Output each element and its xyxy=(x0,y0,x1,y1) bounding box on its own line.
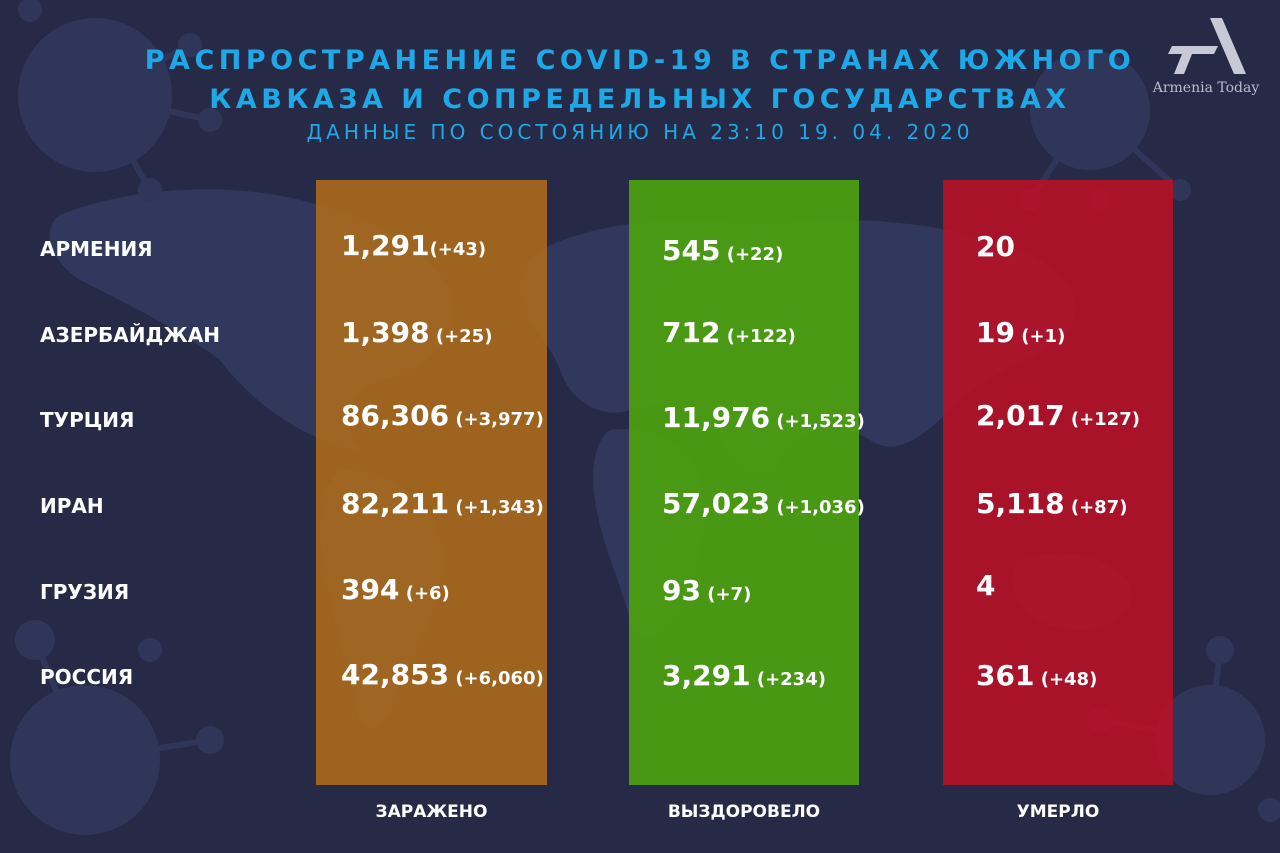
infected-cell: 1,398 (+25) xyxy=(341,316,493,349)
recovered-cell: 545 (+22) xyxy=(662,234,784,267)
country-label: РОССИЯ xyxy=(40,665,134,689)
infected-column-label: ЗАРАЖЕНО xyxy=(375,802,488,822)
died-cell: 19 (+1) xyxy=(976,316,1066,349)
infected-cell: 394 (+6) xyxy=(341,573,450,606)
died-cell: 20 xyxy=(976,230,1015,263)
infected-cell: 1,291(+43) xyxy=(341,229,487,262)
died-column-label: УМЕРЛО xyxy=(1016,802,1100,822)
infected-column xyxy=(316,180,547,785)
recovered-cell: 93 (+7) xyxy=(662,574,752,607)
subtitle-date: ДАННЫЕ ПО СОСТОЯНИЮ НА 23:10 19. 04. 202… xyxy=(306,120,974,144)
died-cell: 4 xyxy=(976,569,996,602)
recovered-column xyxy=(629,180,859,785)
country-label: ИРАН xyxy=(40,494,104,518)
title-line-1: РАСПРОСТРАНЕНИЕ COVID-19 В СТРАНАХ ЮЖНОГ… xyxy=(144,45,1136,76)
infected-cell: 82,211 (+1,343) xyxy=(341,487,544,520)
died-cell: 361 (+48) xyxy=(976,659,1098,692)
title-line-2: КАВКАЗА И СОПРЕДЕЛЬНЫХ ГОСУДАРСТВАХ xyxy=(209,84,1071,115)
recovered-column-label: ВЫЗДОРОВЕЛО xyxy=(667,802,821,822)
virus-particles-icon xyxy=(10,0,1280,835)
died-cell: 2,017 (+127) xyxy=(976,399,1140,432)
infected-cell: 86,306 (+3,977) xyxy=(341,399,544,432)
country-label: АЗЕРБАЙДЖАН xyxy=(40,323,220,347)
recovered-cell: 3,291 (+234) xyxy=(662,659,826,692)
recovered-cell: 11,976 (+1,523) xyxy=(662,401,865,434)
infected-cell: 42,853 (+6,060) xyxy=(341,658,544,691)
recovered-cell: 712 (+122) xyxy=(662,316,796,349)
country-label: АРМЕНИЯ xyxy=(40,237,153,261)
armenia-today-logo: Armenia Today xyxy=(1140,16,1272,102)
died-cell: 5,118 (+87) xyxy=(976,487,1128,520)
country-label: ТУРЦИЯ xyxy=(40,408,135,432)
country-label: ГРУЗИЯ xyxy=(40,580,130,604)
recovered-cell: 57,023 (+1,036) xyxy=(662,487,865,520)
died-column xyxy=(943,180,1173,785)
logo-mark-icon xyxy=(1168,18,1246,74)
logo-text: Armenia Today xyxy=(1152,80,1260,96)
